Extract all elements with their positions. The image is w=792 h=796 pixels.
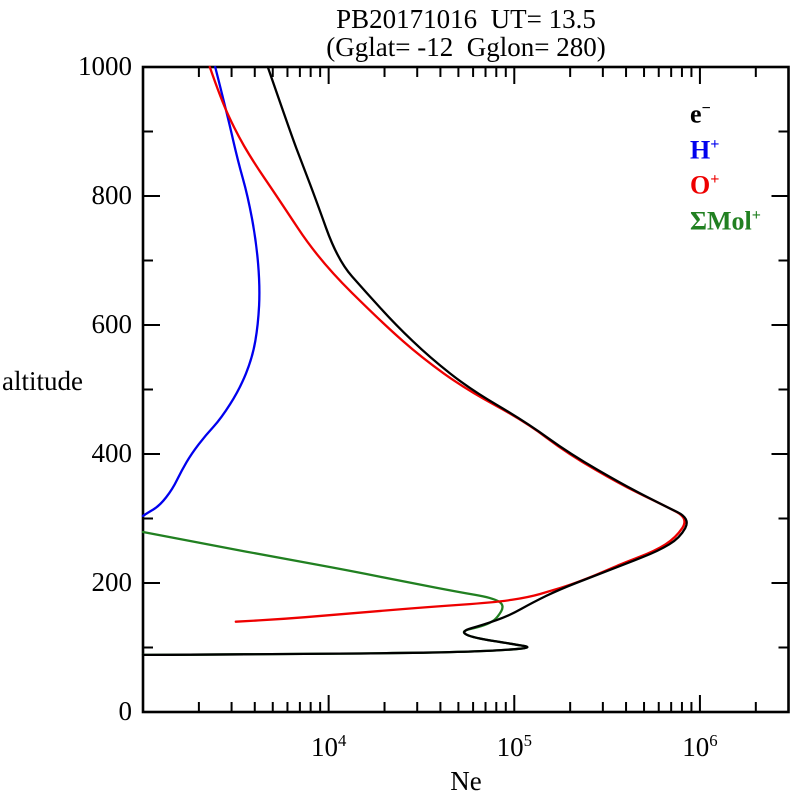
legend-sup-oplus: + (710, 171, 720, 189)
plot-frame (141, 65, 790, 714)
legend-label-mol: ΣMol (690, 206, 752, 236)
chart-title: PB20171016 UT= 13.5 (336, 4, 596, 34)
legend-sup-electron: − (701, 100, 711, 117)
series-H+ (141, 65, 261, 518)
legend: e− H+ O+ ΣMol+ (690, 94, 761, 237)
y-tick-label: 400 (91, 438, 133, 468)
x-tick-label: 104 (310, 731, 347, 762)
legend-item-mol: ΣMol+ (690, 201, 761, 237)
legend-sup-hplus: + (710, 135, 720, 153)
legend-item-hplus: H+ (690, 130, 761, 166)
legend-label-hplus: H (690, 135, 711, 165)
chart-subtitle: (Gglat= -12 Gglon= 280) (326, 32, 606, 62)
y-tick-label: 200 (91, 567, 133, 597)
series-O+ (208, 65, 686, 623)
y-tick-label: 800 (91, 180, 133, 210)
series-e- (141, 65, 688, 657)
x-tick-label: 105 (496, 731, 532, 762)
x-tick-label: 106 (682, 731, 718, 762)
x-axis-label: Ne (450, 766, 482, 796)
legend-item-electron: e− (690, 94, 761, 130)
legend-label-electron: e (690, 99, 702, 129)
legend-item-oplus: O+ (690, 165, 761, 201)
y-axis-label: altitude (2, 366, 83, 396)
y-tick-label: 1000 (78, 51, 132, 81)
y-tick-label: 0 (118, 696, 133, 726)
legend-sup-mol: + (751, 206, 761, 224)
y-tick-label: 600 (91, 309, 133, 339)
legend-label-oplus: O (690, 170, 711, 200)
